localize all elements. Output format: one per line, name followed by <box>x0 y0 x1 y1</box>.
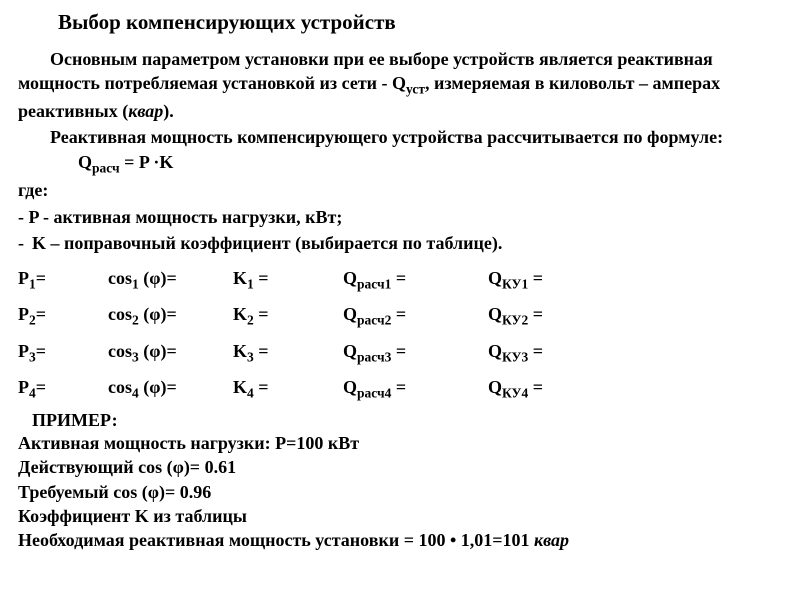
bullet-dash: - <box>18 231 32 255</box>
example-title: ПРИМЕР: <box>32 410 782 431</box>
example-line-5: Необходимая реактивная мощность установк… <box>18 528 782 552</box>
cos-cell: cos4 (φ)= <box>108 370 233 406</box>
def-k-row: - K – поправочный коэффициент (выбираетс… <box>18 231 782 255</box>
qrasc-cell: Qрасч1 = <box>343 261 488 297</box>
intro-paragraph-2: Реактивная мощность компенсирующего устр… <box>18 125 782 149</box>
p-cell: P2= <box>18 297 108 333</box>
qrasc-cell: Qрасч2 = <box>343 297 488 333</box>
k-cell: K3 = <box>233 334 343 370</box>
ex5-kvar: квар <box>534 530 569 550</box>
page-title: Выбор компенсирующих устройств <box>58 10 782 35</box>
intro-text-c: ). <box>163 101 174 121</box>
qrasc-cell: Qрасч3 = <box>343 334 488 370</box>
param-row-2: P2=cos2 (φ)=K2 =Qрасч2 =QКУ2 = <box>18 297 782 333</box>
k-cell: K2 = <box>233 297 343 333</box>
ex5-text: Необходимая реактивная мощность установк… <box>18 530 534 550</box>
example-line-3: Требуемый cos (φ)= 0.96 <box>18 480 782 504</box>
where-label: где: <box>18 178 782 202</box>
def-k: K – поправочный коэффициент (выбирается … <box>32 231 502 255</box>
example-line-2: Действующий cos (φ)= 0.61 <box>18 455 782 479</box>
param-row-3: P3=cos3 (φ)=K3 =Qрасч3 =QКУ3 = <box>18 334 782 370</box>
formula-sub: расч <box>92 160 120 175</box>
kvar-italic: квар <box>128 101 163 121</box>
k-cell: K1 = <box>233 261 343 297</box>
p-cell: P1= <box>18 261 108 297</box>
formula-q: Q <box>78 152 92 172</box>
example-line-4: Коэффициент K из таблицы <box>18 504 782 528</box>
qku-cell: QКУ2 = <box>488 297 608 333</box>
qrasc-cell: Qрасч4 = <box>343 370 488 406</box>
qku-cell: QКУ1 = <box>488 261 608 297</box>
formula-rest: = P ·K <box>120 152 174 172</box>
p-cell: P4= <box>18 370 108 406</box>
k-cell: K4 = <box>233 370 343 406</box>
qku-cell: QКУ3 = <box>488 334 608 370</box>
example-line-1: Активная мощность нагрузки: P=100 кВт <box>18 431 782 455</box>
cos-cell: cos3 (φ)= <box>108 334 233 370</box>
p-cell: P3= <box>18 334 108 370</box>
formula: Qрасч = P ·K <box>78 152 782 177</box>
param-row-1: P1=cos1 (φ)=K1 =Qрасч1 =QКУ1 = <box>18 261 782 297</box>
def-p: - P - активная мощность нагрузки, кВт; <box>18 205 782 229</box>
cos-cell: cos2 (φ)= <box>108 297 233 333</box>
q-ust-sub: уст <box>406 82 425 97</box>
cos-cell: cos1 (φ)= <box>108 261 233 297</box>
formula-rows: P1=cos1 (φ)=K1 =Qрасч1 =QКУ1 =P2=cos2 (φ… <box>18 261 782 406</box>
qku-cell: QКУ4 = <box>488 370 608 406</box>
param-row-4: P4=cos4 (φ)=K4 =Qрасч4 =QКУ4 = <box>18 370 782 406</box>
intro-paragraph-1: Основным параметром установки при ее выб… <box>18 47 782 123</box>
